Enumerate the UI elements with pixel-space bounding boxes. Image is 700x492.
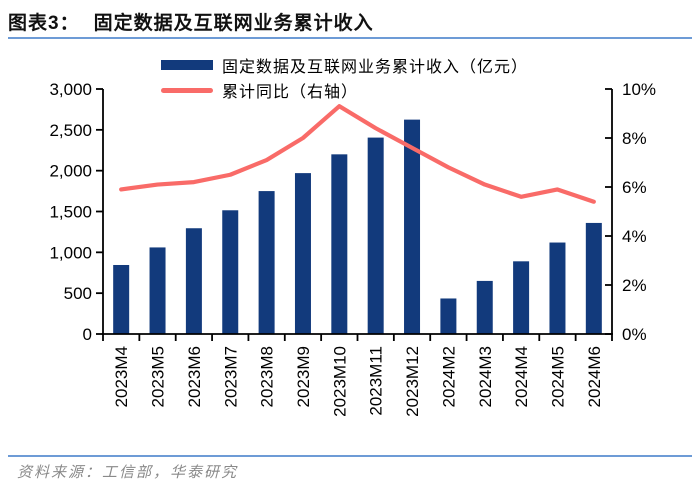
x-axis-label-2024M2: 2024M2 — [439, 346, 458, 407]
left-axis-tick-label: 500 — [64, 284, 92, 303]
footer-divider — [8, 455, 692, 457]
source-note: 资料来源：工信部，华泰研究 — [17, 465, 239, 481]
yoy-trend-line — [119, 104, 596, 204]
left-axis-tick-label: 1,000 — [49, 243, 92, 262]
left-axis-tick-label: 2,500 — [49, 121, 92, 140]
legend-item-yoy: 累计同比（右轴） — [161, 81, 528, 101]
x-axis-label-2023M9: 2023M9 — [294, 346, 313, 407]
legend-label-yoy: 累计同比（右轴） — [222, 84, 359, 101]
bar-2024M6 — [585, 222, 602, 334]
bar-2023M6 — [185, 228, 202, 334]
left-axis-tick-label: 0 — [83, 325, 92, 344]
bar-2024M4 — [513, 261, 530, 334]
right-axis-tick-label: 2% — [622, 276, 647, 295]
legend-label-revenue: 固定数据及互联网业务累计收入（亿元） — [222, 59, 529, 76]
line-series-swatch-icon — [161, 87, 213, 93]
left-axis-tick-label: 1,500 — [49, 203, 92, 222]
bar-series-swatch-icon — [161, 60, 213, 70]
x-axis-label-2023M12: 2023M12 — [403, 346, 422, 417]
x-axis-label-2024M3: 2024M3 — [476, 346, 495, 407]
bar-2023M4 — [113, 264, 130, 334]
bar-2024M2 — [440, 298, 457, 334]
bar-2024M3 — [476, 280, 493, 334]
x-axis-label-2023M4: 2023M4 — [112, 346, 131, 407]
chart-title-row: 图表3： 固定数据及互联网业务累计收入 — [8, 8, 374, 35]
x-axis-label-2023M5: 2023M5 — [149, 346, 168, 407]
bar-2023M8 — [258, 191, 275, 334]
bar-2023M11 — [367, 137, 384, 334]
chart-legend: 固定数据及互联网业务累计收入（亿元） 累计同比（右轴） — [161, 56, 528, 106]
right-axis-tick-label: 8% — [622, 129, 647, 148]
left-axis-tick-label: 3,000 — [49, 80, 92, 99]
bar-2023M7 — [222, 210, 239, 334]
x-axis-label-2023M11: 2023M11 — [367, 346, 386, 416]
right-axis-tick-label: 6% — [622, 178, 647, 197]
x-axis-label-2024M6: 2024M6 — [585, 346, 604, 407]
x-axis-label-2023M6: 2023M6 — [185, 346, 204, 407]
figure-label: 图表3： — [8, 13, 80, 34]
page-title: 固定数据及互联网业务累计收入 — [93, 13, 374, 34]
bar-2023M10 — [331, 154, 348, 334]
x-axis-label-2024M4: 2024M4 — [512, 346, 531, 407]
x-axis-label-2023M10: 2023M10 — [330, 346, 349, 417]
x-axis-label-2023M7: 2023M7 — [221, 346, 240, 407]
title-divider — [8, 37, 692, 39]
combo-chart: 0 500 1,000 1,500 2,000 2,500 3,000 0% 2% 4% 6% 8% 1… — [49, 80, 656, 417]
right-axis-tick-label: 10% — [622, 80, 656, 99]
legend-item-revenue: 固定数据及互联网业务累计收入（亿元） — [161, 56, 529, 76]
bar-2023M12 — [404, 119, 421, 334]
left-axis-tick-label: 2,000 — [49, 162, 92, 181]
bar-2023M9 — [294, 173, 311, 334]
right-axis-tick-label: 0% — [622, 325, 647, 344]
right-axis-tick-label: 4% — [622, 227, 647, 246]
x-axis-label-2024M5: 2024M5 — [548, 346, 567, 407]
bar-2023M5 — [149, 247, 166, 334]
x-axis-label-2023M8: 2023M8 — [258, 346, 277, 407]
bar-2024M5 — [549, 242, 566, 334]
